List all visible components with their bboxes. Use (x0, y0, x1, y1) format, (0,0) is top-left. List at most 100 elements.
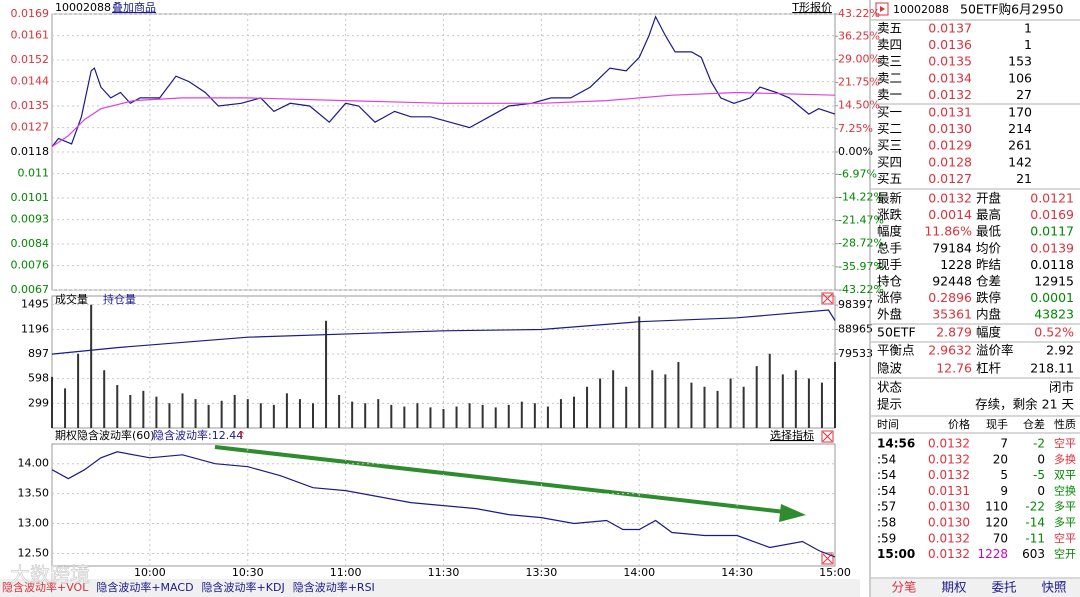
y-tick-label: 897 (28, 347, 49, 360)
y-tick-label: 0.0127 (11, 121, 50, 134)
volume-bar (442, 409, 445, 428)
stat-label: 最新 (877, 191, 902, 206)
trade-cell: -14 (1025, 516, 1045, 530)
stat-value: 92448 (932, 274, 972, 289)
y-tick-label: 0.0152 (11, 53, 50, 66)
volume-bar (377, 399, 380, 428)
volume-bar (559, 399, 562, 428)
volume-bar (246, 399, 249, 428)
y-tick-label: 13.50 (18, 487, 50, 500)
quote-tab[interactable]: 分笔 (891, 580, 916, 595)
volume-bar (677, 362, 680, 428)
volume-bar (259, 403, 262, 428)
stat-label: 外盘 (877, 307, 902, 322)
book-label: 卖四 (877, 37, 902, 52)
y2-tick-label: 0.00% (838, 145, 873, 158)
volume-bar (207, 404, 210, 428)
trade-cell: 多换 (1054, 452, 1076, 466)
stat-value: 2.879 (936, 325, 972, 340)
trade-cell: 空开 (1054, 547, 1076, 561)
charts: 0.0169 0.0161 0.0152 0.0144 0.0135 0.0127 0.01… (11, 7, 884, 579)
volume-bar (338, 395, 341, 428)
trade-cell: 5 (1000, 468, 1008, 482)
quote-name: 50ETF购6月2950 (960, 2, 1063, 17)
y-tick-label: 1495 (21, 298, 49, 311)
trade-cell: 空换 (1054, 483, 1076, 497)
stat-value: 0.0001 (1030, 290, 1074, 305)
y-tick-label: 598 (28, 372, 49, 385)
x-tick-label: 11:30 (428, 566, 460, 579)
book-price: 0.0127 (928, 171, 972, 186)
stat-label: 总手 (877, 240, 902, 255)
trade-cell: :54 (877, 468, 896, 482)
indicator-tab[interactable]: 隐含波动率+KDJ (202, 580, 285, 594)
book-price: 0.0129 (928, 138, 972, 153)
indicator-tab[interactable]: 隐含波动率+MACD (96, 580, 193, 594)
trade-cell: :57 (877, 500, 896, 514)
y-tick-label: 0.0093 (11, 213, 50, 226)
book-price: 0.0137 (928, 21, 972, 36)
y-tick-label: 12.50 (18, 546, 50, 559)
stat-value: 0.0121 (1030, 191, 1074, 206)
t-quote-button[interactable]: T形报价 (791, 0, 832, 14)
volume-bar (220, 400, 223, 428)
y2-tick-label: 14.50% (838, 99, 880, 112)
y2-tick-label: 36.25% (838, 29, 880, 42)
stat-label: 幅度 (877, 224, 903, 239)
stat-label: 溢价率 (976, 343, 1014, 358)
trade-cell: -5 (1033, 468, 1045, 482)
volume-bar (638, 316, 641, 428)
y2-tick-label: -21.47% (838, 214, 884, 227)
indicator-tab[interactable]: 隐含波动率+RSI (293, 580, 375, 594)
stat-value: 2.92 (1046, 343, 1074, 358)
volume-bar (834, 362, 836, 428)
stat-value: 35361 (932, 307, 972, 322)
volume-bar (390, 404, 393, 428)
book-label: 卖二 (877, 70, 902, 85)
watermark: 大数跨境 (10, 563, 90, 587)
volume-bar (103, 370, 106, 428)
trade-header: 现手 (986, 417, 1008, 431)
series-line (51, 451, 836, 558)
y2-tick-label: 88965 (838, 323, 873, 336)
status-label: 状态 (877, 380, 902, 395)
indicator-button[interactable]: 选择指标 (770, 428, 814, 442)
volume-bar (481, 404, 484, 428)
stat-label: 开盘 (976, 191, 1001, 206)
y2-tick-label: 79533 (838, 347, 873, 360)
book-volume: 106 (1008, 70, 1032, 85)
volume-bar (768, 353, 771, 428)
stat-label: 跌停 (976, 290, 1001, 305)
book-price: 0.0131 (928, 105, 972, 120)
quote-tab[interactable]: 期权 (941, 580, 967, 595)
quote-tab[interactable]: 快照 (1041, 580, 1066, 595)
y-tick-label: 0.0118 (11, 145, 50, 158)
volume-bar (794, 370, 797, 428)
trade-cell: -11 (1025, 531, 1045, 545)
y-tick-label: 0.0067 (11, 283, 50, 296)
y2-tick-label: 21.75% (838, 76, 880, 89)
x-tick-label: 10:00 (134, 566, 166, 579)
stat-value: 0.0118 (1030, 257, 1074, 272)
iv-legend: 隐含波动率:12.44 (153, 428, 243, 442)
volume-bar (116, 385, 119, 428)
trade-cell: 0.0131 (928, 484, 970, 498)
volume-bar (520, 401, 523, 428)
overlay-button[interactable]: 叠加商品 (112, 0, 156, 14)
stat-label: 最低 (976, 224, 1002, 239)
trade-cell: 0.0132 (928, 437, 970, 451)
volume-bar (51, 376, 53, 428)
book-price: 0.0132 (928, 87, 972, 102)
quote-tab[interactable]: 委托 (991, 580, 1016, 595)
volume-bar (298, 399, 301, 428)
book-volume: 261 (1008, 138, 1032, 153)
trade-cell: 120 (985, 516, 1008, 530)
volume-bar (612, 370, 615, 428)
stat-label: 最高 (976, 207, 1001, 222)
book-volume: 153 (1008, 54, 1032, 69)
stat-label: 均价 (976, 240, 1002, 255)
indicator-tab[interactable]: 隐含波动率+VOL (2, 580, 89, 594)
volume-bar (77, 353, 80, 428)
trade-cell: 110 (985, 500, 1008, 514)
y-tick-label: 0.0135 (11, 99, 50, 112)
